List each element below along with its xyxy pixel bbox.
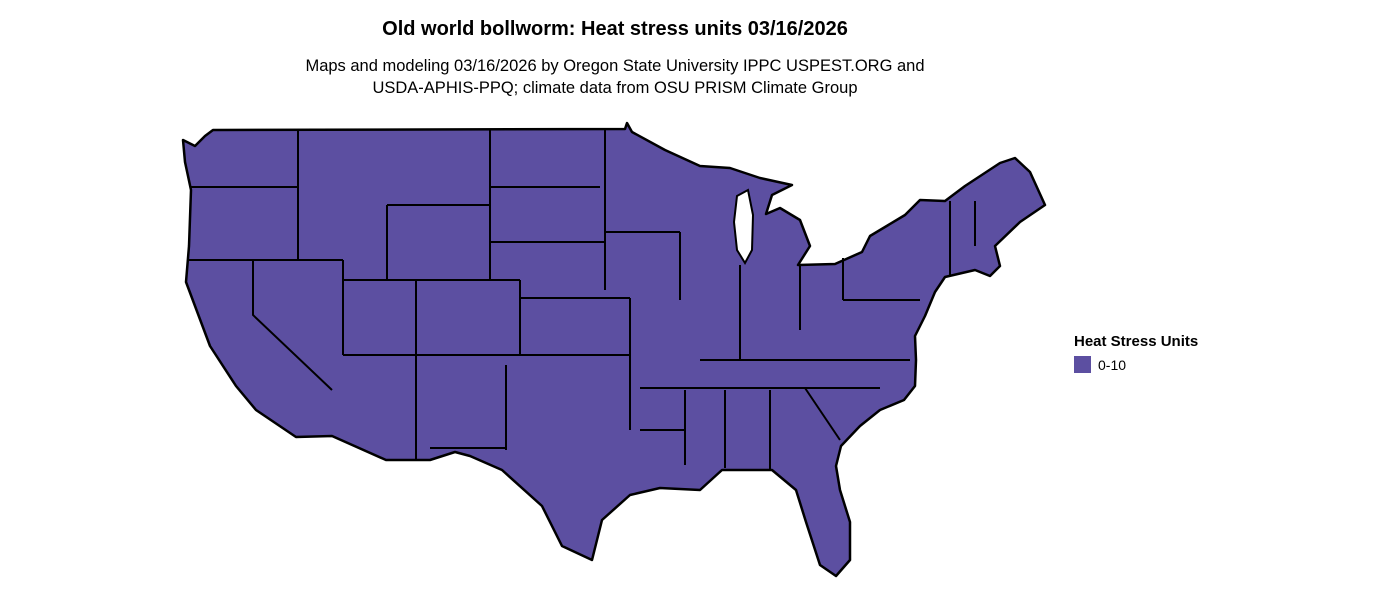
- map-subtitle: Maps and modeling 03/16/2026 by Oregon S…: [0, 55, 1230, 99]
- legend-title: Heat Stress Units: [1074, 333, 1199, 350]
- state-border: [804, 387, 841, 441]
- state-borders: [187, 130, 976, 470]
- subtitle-line-1: Maps and modeling 03/16/2026 by Oregon S…: [305, 57, 925, 75]
- lake-michigan: [732, 188, 755, 266]
- legend-label: 0-10: [1098, 356, 1127, 373]
- conus-fill: [181, 121, 1047, 578]
- map-title: Old world bollworm: Heat stress units 03…: [382, 18, 848, 40]
- state-border: [252, 260, 333, 391]
- legend: Heat Stress Units 0-10: [1074, 333, 1198, 373]
- legend-item: 0-10: [1074, 356, 1198, 373]
- legend-swatch: [1074, 356, 1091, 373]
- subtitle-line-2: USDA-APHIS-PPQ; climate data from OSU PR…: [372, 79, 858, 97]
